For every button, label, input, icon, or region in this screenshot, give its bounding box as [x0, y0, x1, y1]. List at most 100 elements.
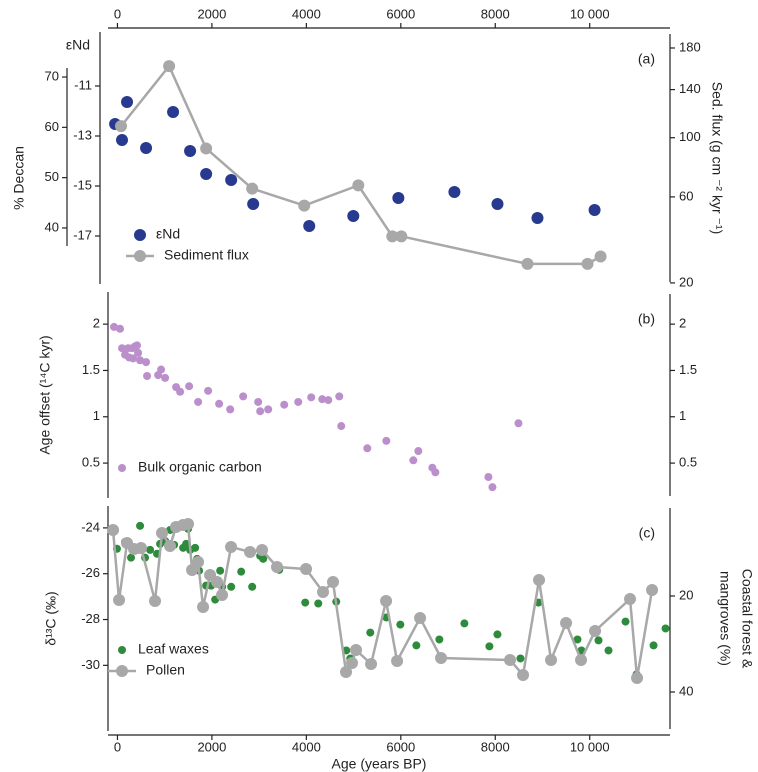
data-point [164, 539, 177, 552]
legend-marker [116, 665, 128, 677]
data-point [154, 371, 163, 380]
data-point [185, 382, 194, 391]
data-point [412, 641, 421, 650]
data-point [227, 582, 236, 591]
y-tick-label: 0.5 [82, 455, 100, 470]
data-point [448, 186, 461, 198]
data-point [254, 397, 263, 406]
data-point [256, 544, 269, 557]
y2-tick-label: 40 [679, 683, 693, 698]
data-point [395, 230, 408, 243]
data-point [504, 653, 517, 666]
data-point [135, 541, 148, 554]
y-axis-label: Age offset (¹⁴C kyr) [37, 335, 53, 454]
data-point [335, 392, 344, 401]
data-point [110, 322, 119, 331]
data-point [182, 539, 191, 548]
y2-tick-label: 60 [679, 188, 693, 203]
data-point [347, 210, 360, 222]
data-point [298, 199, 311, 212]
series-line [120, 64, 602, 266]
legend-label: Sediment flux [164, 247, 249, 263]
y2-tick-label: 0.5 [679, 455, 697, 470]
data-point [435, 635, 444, 644]
data-point [225, 174, 238, 186]
data-point [604, 646, 613, 655]
data-point [294, 397, 303, 406]
data-point [516, 654, 525, 663]
data-point [197, 600, 210, 613]
data-point [134, 348, 143, 357]
data-point [136, 521, 145, 530]
data-point [301, 598, 310, 607]
data-point [346, 656, 359, 669]
panel-label: (b) [638, 311, 655, 327]
deccan-axis-label: % Deccan [11, 146, 27, 210]
data-point [176, 387, 185, 396]
data-point [392, 192, 405, 204]
data-point [248, 582, 257, 591]
x-tick-label: 4000 [292, 739, 321, 754]
data-point [521, 257, 534, 270]
y2-tick-label: 140 [679, 81, 701, 96]
data-point [581, 257, 594, 270]
data-point [594, 250, 607, 263]
data-point [533, 574, 546, 587]
data-point [589, 624, 602, 637]
legend-marker [118, 646, 126, 654]
data-point [146, 545, 155, 554]
data-point [491, 198, 504, 210]
y2-tick-label: 20 [679, 274, 693, 289]
data-point [649, 641, 658, 650]
x-tick-label: 8000 [481, 739, 510, 754]
x-tick-label: 0 [114, 6, 121, 21]
y-tick-label: -28 [81, 611, 100, 626]
data-point [314, 599, 323, 608]
data-point [226, 405, 235, 414]
data-point [573, 635, 582, 644]
data-point [324, 396, 333, 405]
data-point [517, 668, 530, 681]
data-point [646, 583, 659, 596]
legend-marker [118, 464, 126, 472]
data-point [107, 523, 120, 536]
data-point [621, 617, 630, 626]
data-point [136, 356, 145, 365]
data-point [115, 120, 128, 133]
x-tick-label: 10 000 [570, 739, 610, 754]
x-tick-label: 8000 [481, 6, 510, 21]
data-point [244, 545, 257, 558]
panel-label: (a) [638, 51, 655, 67]
data-point [428, 463, 437, 472]
data-point [661, 624, 670, 633]
data-point [113, 593, 126, 606]
data-point [116, 134, 129, 146]
data-point [129, 354, 138, 363]
data-point [156, 527, 169, 540]
data-point [352, 179, 365, 192]
legend-label: Bulk organic carbon [138, 459, 262, 475]
y2-tick-label: 180 [679, 39, 701, 54]
data-point [391, 654, 404, 667]
legend-label: Leaf waxes [138, 641, 209, 657]
y2-tick-label: 2 [679, 316, 686, 331]
y2-axis-label: mangroves (%) [717, 571, 733, 666]
data-point [594, 636, 603, 645]
y2-axis-label: Sed. flux (g cm ⁻² kyr ⁻¹) [709, 82, 725, 234]
data-point [318, 395, 327, 404]
legend-label: εNd [156, 226, 180, 242]
data-point [350, 643, 363, 656]
x-axis-label: Age (years BP) [332, 756, 427, 772]
data-point [140, 142, 153, 154]
data-point [215, 399, 224, 408]
y2-axis-label: Coastal forest & [739, 569, 755, 669]
y-axis-label: δ¹³C (‰) [43, 591, 59, 645]
x-tick-label: 0 [114, 739, 121, 754]
data-point [225, 540, 238, 553]
y-tick-label: -17 [73, 227, 92, 242]
data-point [396, 620, 405, 629]
data-point [317, 586, 330, 599]
data-point [247, 198, 260, 210]
data-point [386, 230, 399, 243]
